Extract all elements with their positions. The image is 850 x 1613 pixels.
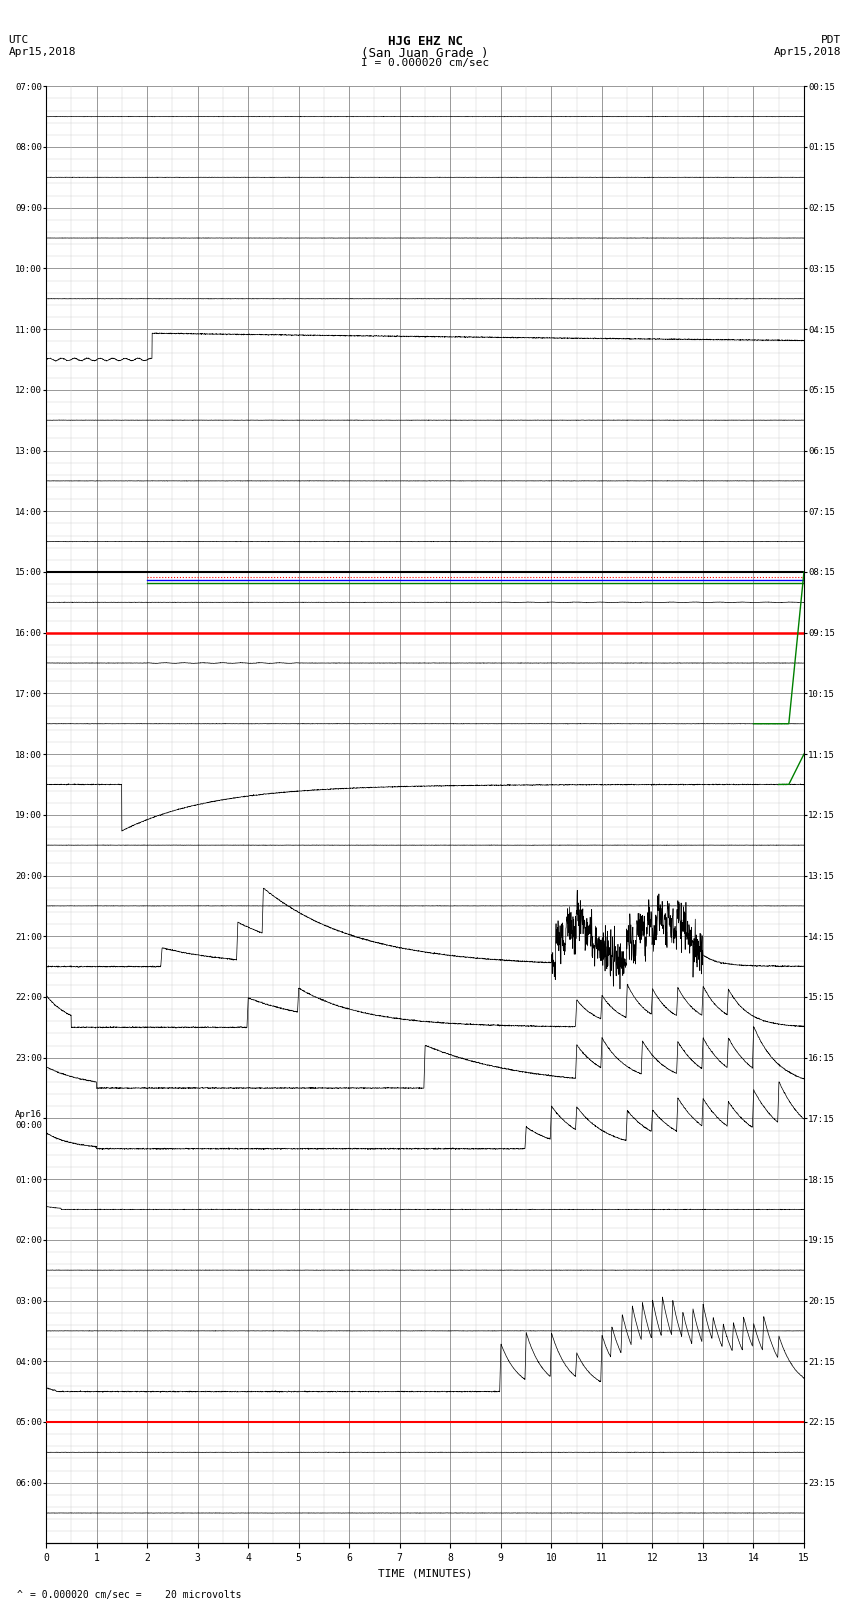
- X-axis label: TIME (MINUTES): TIME (MINUTES): [377, 1569, 473, 1579]
- Text: I = 0.000020 cm/sec: I = 0.000020 cm/sec: [361, 58, 489, 68]
- Text: Apr15,2018: Apr15,2018: [8, 47, 76, 56]
- Text: UTC: UTC: [8, 35, 29, 45]
- Text: HJG EHZ NC: HJG EHZ NC: [388, 35, 462, 48]
- Text: Apr15,2018: Apr15,2018: [774, 47, 842, 56]
- Text: ^: ^: [17, 1590, 23, 1600]
- Text: PDT: PDT: [821, 35, 842, 45]
- Text: = 0.000020 cm/sec =    20 microvolts: = 0.000020 cm/sec = 20 microvolts: [30, 1590, 241, 1600]
- Text: (San Juan Grade ): (San Juan Grade ): [361, 47, 489, 60]
